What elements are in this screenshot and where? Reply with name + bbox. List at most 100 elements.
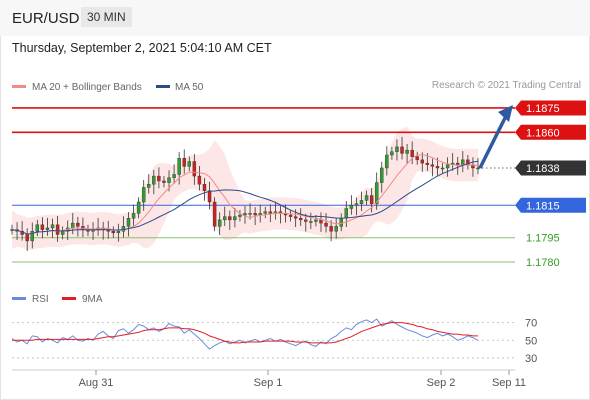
candle-body [197,175,202,185]
candle-body [55,224,60,235]
bollinger-band-area [12,126,478,251]
candle-body [152,175,156,185]
ma50-line [11,160,479,235]
candle-body [456,162,460,165]
candle-body [435,166,440,169]
candle-body [71,222,75,229]
candle-body [405,149,409,154]
candle-body [334,226,338,232]
x-tick-sep-1: Sep 1 [254,377,283,389]
candle-body [141,187,146,203]
candle-body [116,231,121,234]
candle-body [40,224,45,230]
candle-body [126,218,131,227]
candle-body [228,216,232,221]
candle-body [309,221,313,223]
candle-body [233,216,237,221]
candle-body [131,213,136,219]
candle-body [177,158,181,175]
candle-body [76,222,80,227]
legend-ma20-label: MA 20 + Bollinger Bands [32,82,142,93]
legend-rsi-label: RSI [32,294,49,305]
candle-body [369,195,374,204]
level-tag-3 [515,197,586,213]
legend-rsi-swatch [12,297,26,300]
candle-body [440,167,445,170]
legend-9ma-label: 9MA [82,294,103,305]
candle-body [445,164,450,169]
candle-body [314,219,318,222]
candle-body [243,213,247,216]
candle-body [25,234,29,242]
candle-body [380,167,384,183]
candle-body [268,211,273,214]
candle-body [364,195,369,201]
level-label-5: 1.1780 [526,257,560,269]
candle-body [172,174,176,178]
candle-body [162,180,166,183]
candle-body [111,231,116,234]
legend-ma50-label: MA 50 [175,82,204,93]
candle-body [35,224,40,232]
candle-body [212,201,217,227]
candle-body [202,183,207,191]
candle-body [182,158,186,167]
candle-body [136,201,141,214]
candle-body [167,177,171,183]
x-tick-sep-11: Sep 11 [492,377,526,389]
header-bar: EUR/USD 30 MIN [0,0,590,36]
candle-body [425,162,430,165]
level-label-4: 1.1795 [526,233,560,245]
candle-body [420,159,425,164]
candle-body [45,227,50,230]
legend-ma50-swatch [156,85,170,88]
candle-body [147,183,151,188]
candle-body [415,156,419,161]
candle-body [339,218,343,227]
candle-body [476,167,480,170]
level-label-1: 1.1860 [526,127,560,139]
rsi-9ma-line [12,322,478,344]
candle-body [50,224,55,229]
candle-body [374,182,379,204]
candle-body [223,216,227,221]
ma20-line [11,154,478,235]
candle-body [410,149,414,157]
candle-body [60,231,65,235]
legend-9ma-swatch [62,297,76,300]
instrument-title: EUR/USD [12,10,80,27]
rsi-tick-50: 50 [525,335,537,347]
candle-body [253,213,257,216]
candle-body [258,213,262,216]
candle-body [263,211,267,214]
timestamp: Thursday, September 2, 2021 5:04:10 AM C… [12,41,272,55]
timeframe-badge[interactable]: 30 MIN [81,7,132,27]
candle-body [324,222,328,227]
level-label-3: 1.1815 [526,200,560,212]
candle-body [354,203,359,206]
x-tick-sep-2: Sep 2 [427,377,456,389]
level-label-2: 1.1838 [526,163,560,175]
candle-body [390,151,394,156]
legend-ma20-swatch [12,85,26,88]
candle-body [395,146,399,152]
candle-body [319,219,323,224]
candle-body [385,154,389,169]
level-label-0: 1.1875 [526,103,560,115]
candle-body [288,214,293,217]
candle-body [192,161,197,177]
candle-body [30,231,34,242]
candle-body [461,159,465,165]
rsi-tick-30: 30 [525,353,537,365]
forecast-arrow-head [498,104,513,122]
candle-body [359,200,364,204]
candle-body [400,146,404,154]
candle-body [298,218,303,221]
rsi-tick-70: 70 [525,318,537,330]
x-tick-aug-31: Aug 31 [79,377,114,389]
candle-body [187,161,192,167]
level-tag-0 [515,100,586,116]
credit-text: Research © 2021 Trading Central [431,80,581,91]
candle-body [207,190,212,203]
